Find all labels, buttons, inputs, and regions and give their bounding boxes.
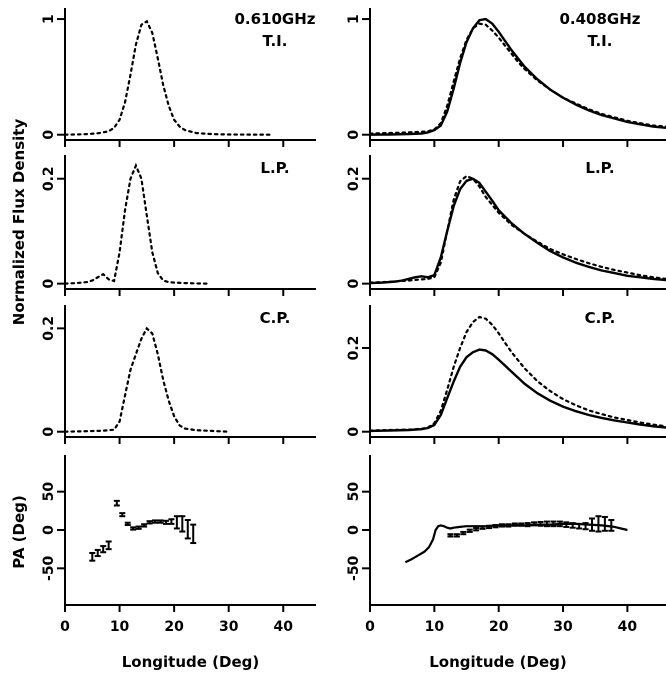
pa-point [190,523,197,545]
pa-point [486,524,493,530]
x-tick-label: 20 [489,619,509,635]
y-tick-label: 0.2 [346,166,362,191]
pa-point [576,522,583,530]
series-line-dotted [368,22,666,135]
pa-point [543,520,550,528]
pa-point [460,530,467,536]
series-line-solid [369,348,666,433]
pa-point [146,520,153,525]
pa-point [550,520,557,528]
x-tick-label: 40 [274,619,294,635]
frequency-label: 0.408GHz [559,10,640,28]
pa-point [157,519,164,524]
pa-point [537,520,544,527]
y-tick-label: 0 [41,525,57,535]
pa-point [141,523,148,528]
pa-point [479,525,486,530]
pa-point [498,523,505,528]
pa-point [447,533,454,538]
x-tick-label: 0 [60,619,70,635]
y-tick-label: 0.2 [41,166,57,191]
series-line-dotted [63,326,230,433]
pa-point [94,548,101,558]
series-line-dotted [368,315,666,432]
pa-point [130,526,137,531]
pa-point [173,515,180,530]
pa-point [563,521,570,528]
x-tick-label: 30 [219,619,239,635]
x-tick-label: 20 [164,619,184,635]
pa-point [100,545,107,554]
y-axis-label-flux: Normalized Flux Density [10,119,28,326]
pa-point [556,520,563,528]
y-tick-label: 0.2 [41,316,57,341]
pa-point [162,519,169,525]
pa-point [453,533,460,538]
x-tick-label: 30 [553,619,573,635]
pa-point [135,525,142,530]
y-axis-label-pa: PA (Deg) [10,495,28,569]
panel-label: C.P. [260,309,291,327]
x-axis-label: Longitude (Deg) [429,653,566,671]
pa-point [105,540,112,551]
y-tick-label: 0 [346,525,362,535]
x-tick-label: 0 [365,619,375,635]
pa-point [124,521,131,527]
pa-point [511,522,518,527]
frequency-label: 0.610GHz [234,10,315,28]
series-line-solid [369,17,666,136]
y-tick-label: -50 [41,555,57,581]
series-line-dotted [368,174,666,284]
series-line-dotted [63,19,274,136]
x-tick-label: 10 [425,619,445,635]
y-tick-label: -50 [346,555,362,581]
y-tick-label: 0 [346,427,362,437]
y-tick-label: 0 [41,130,57,140]
pa-point [473,527,480,532]
pa-point [89,552,96,562]
pa-point [589,517,595,532]
panel-label: T.I. [588,32,613,50]
y-tick-label: 50 [346,482,362,502]
pa-point [168,518,175,525]
pa-point [524,522,531,528]
pa-point [152,519,159,524]
pa-point [601,515,608,532]
pa-point [179,515,186,533]
pa-point [119,512,126,518]
y-tick-label: 1 [41,14,57,24]
pa-point [582,522,589,531]
pa-model-curve [404,522,628,564]
pa-point [595,515,602,533]
panel-label: C.P. [585,309,616,327]
y-tick-label: 0 [41,279,57,289]
pa-point [113,499,120,507]
pa-point [184,519,191,540]
y-tick-label: 0 [346,279,362,289]
series-line-dotted [63,162,208,285]
y-tick-label: 50 [41,482,57,502]
pa-point [466,528,473,533]
pa-point [505,523,512,528]
panel-label: L.P. [260,159,289,177]
pa-point [608,519,615,532]
series-line-solid [369,177,666,285]
pa-point [569,522,576,529]
x-tick-label: 10 [110,619,130,635]
y-tick-label: 0 [41,427,57,437]
pa-point [492,524,499,529]
panel-label: L.P. [585,159,614,177]
x-tick-label: 40 [618,619,638,635]
y-tick-label: 0.2 [346,336,362,361]
panel-label: T.I. [263,32,288,50]
y-tick-label: 1 [346,14,362,24]
y-tick-label: 0 [346,130,362,140]
pa-point [531,521,538,527]
pa-point [518,522,525,527]
x-axis-label: Longitude (Deg) [122,653,259,671]
